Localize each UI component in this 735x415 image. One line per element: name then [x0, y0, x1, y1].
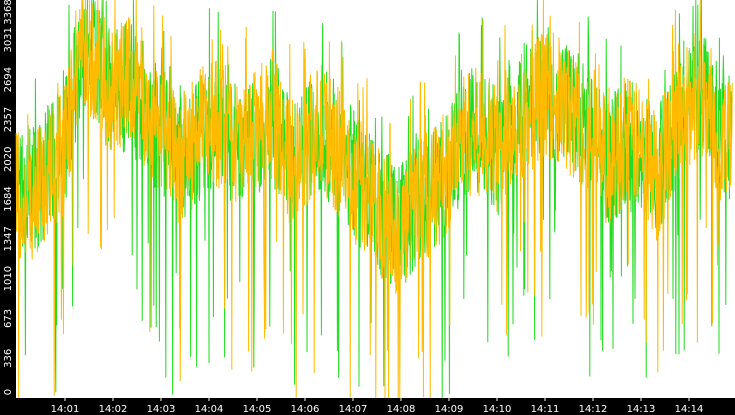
x-tick-label: 14:05: [243, 404, 272, 415]
x-tick-label: 14:14: [675, 404, 704, 415]
y-tick-label: 1347: [3, 226, 14, 251]
y-tick-label: 2694: [3, 67, 14, 92]
x-tick-label: 14:10: [483, 404, 512, 415]
x-tick-label: 14:06: [291, 404, 320, 415]
series-layer: [15, 0, 733, 399]
x-tick-label: 14:08: [387, 404, 416, 415]
y-tick-label: 0: [3, 389, 14, 395]
y-tick-label: 2020: [3, 147, 14, 172]
y-tick-label: 1010: [3, 266, 14, 291]
x-tick-label: 14:03: [147, 404, 176, 415]
x-tick-label: 14:07: [339, 404, 368, 415]
y-tick-label: 3368: [3, 0, 14, 25]
y-tick-label: 3031: [3, 27, 14, 52]
x-tick-label: 14:01: [51, 404, 80, 415]
y-axis: 0 336 673 1010 1347 1684 2020 2357 2694 3031 3368: [3, 0, 14, 395]
x-tick-label: 14:02: [99, 404, 128, 415]
x-tick-label: 14:13: [627, 404, 656, 415]
x-axis: 14:01 14:02 14:03 14:04 14:05 14:06 14:07 14:08…: [51, 398, 704, 415]
x-tick-label: 14:11: [531, 404, 560, 415]
series-line-1: [15, 0, 733, 399]
x-tick-label: 14:09: [435, 404, 464, 415]
y-tick-label: 336: [3, 349, 14, 368]
x-tick-label: 14:04: [195, 404, 224, 415]
y-tick-label: 673: [3, 309, 14, 328]
x-tick-label: 14:12: [579, 404, 608, 415]
y-tick-label: 1684: [3, 186, 14, 211]
y-tick-label: 2357: [3, 107, 14, 132]
